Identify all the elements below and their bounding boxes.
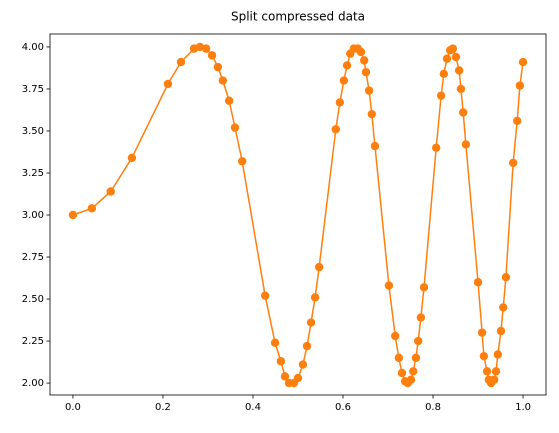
marker: [302, 341, 312, 351]
marker: [195, 42, 205, 52]
marker: [458, 108, 468, 117]
marker: [342, 61, 352, 70]
marker: [477, 328, 487, 337]
marker: [419, 283, 429, 292]
marker: [454, 66, 464, 75]
marker: [456, 84, 466, 94]
marker: [218, 76, 228, 85]
marker: [367, 109, 377, 119]
marker: [490, 375, 499, 384]
marker: [394, 353, 404, 363]
marker: [442, 54, 452, 63]
marker: [293, 373, 303, 383]
marker: [224, 96, 234, 105]
marker: [512, 116, 522, 126]
plot-frame: [49, 33, 547, 396]
marker: [479, 351, 489, 361]
marker: [207, 51, 217, 60]
marker: [306, 318, 316, 327]
marker: [213, 62, 223, 72]
marker: [451, 52, 461, 62]
marker: [413, 336, 423, 346]
marker: [280, 372, 290, 381]
chart-title: Split compressed data: [231, 10, 365, 24]
marker: [391, 331, 400, 341]
x-tick-label: 0.0: [65, 402, 81, 413]
marker: [176, 57, 186, 67]
marker: [384, 281, 394, 290]
marker: [298, 360, 308, 369]
marker: [310, 293, 320, 302]
marker: [501, 272, 511, 282]
marker: [482, 367, 492, 376]
y-tick-label: 4.00: [22, 42, 44, 53]
x-tick-label: 0.6: [335, 402, 351, 413]
y-tick-label: 2.25: [22, 336, 44, 347]
marker: [270, 338, 280, 347]
marker: [87, 204, 97, 213]
y-tick-label: 2.75: [22, 252, 44, 263]
marker: [356, 47, 366, 57]
marker: [406, 375, 416, 384]
marker: [68, 210, 78, 220]
marker: [416, 313, 426, 322]
marker: [439, 69, 449, 79]
marker: [314, 262, 324, 272]
marker: [364, 86, 374, 95]
marker: [436, 91, 446, 100]
marker: [431, 143, 441, 152]
marker: [335, 98, 345, 107]
marker: [361, 67, 371, 77]
line: [72, 46, 524, 385]
marker: [260, 291, 270, 300]
marker: [331, 125, 341, 134]
marker: [515, 81, 525, 90]
marker: [397, 368, 407, 378]
marker: [127, 153, 137, 163]
marker: [493, 350, 503, 359]
y-tick-label: 2.00: [22, 378, 44, 389]
marker: [411, 353, 421, 363]
y-tick-label: 3.00: [22, 210, 44, 221]
marker: [409, 367, 418, 376]
marker: [339, 76, 349, 85]
marker: [276, 357, 286, 366]
x-tick-label: 0.4: [245, 402, 261, 413]
y-tick-label: 2.50: [22, 294, 44, 305]
marker: [230, 123, 240, 132]
marker: [461, 140, 471, 149]
marker: [448, 44, 458, 53]
marker: [499, 303, 508, 312]
marker: [518, 57, 528, 67]
marker: [163, 79, 173, 89]
x-tick-label: 0.2: [155, 402, 171, 413]
marker: [473, 278, 483, 287]
y-tick-label: 3.75: [22, 84, 44, 95]
marker: [508, 158, 518, 168]
marker: [496, 326, 506, 336]
y-tick-label: 3.25: [22, 168, 44, 179]
x-tick-label: 1.0: [515, 402, 531, 413]
marker: [237, 157, 247, 166]
marker: [359, 56, 369, 65]
marker: [491, 367, 501, 376]
marker: [370, 141, 380, 151]
y-tick-label: 3.50: [22, 126, 44, 137]
x-tick-label: 0.8: [425, 402, 441, 413]
marker: [201, 44, 211, 53]
marker: [106, 187, 115, 196]
